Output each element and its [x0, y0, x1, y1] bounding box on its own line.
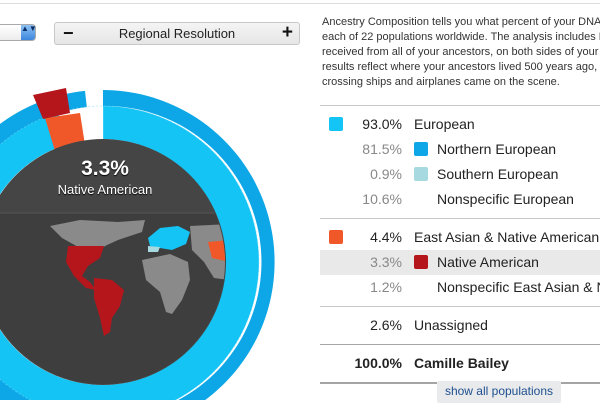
east-asian-swatch-icon [329, 230, 343, 244]
regional-resolution-control: − Regional Resolution + [54, 22, 300, 45]
row-label: East Asian & Native American [414, 229, 600, 245]
table-row-nonspecific-east-asian[interactable]: 1.2% Nonspecific East Asian & N [320, 275, 600, 300]
select-arrows-icon: ▲▼ [21, 25, 37, 40]
row-divider [320, 306, 600, 307]
landmass-africa [142, 254, 190, 314]
row-percent: 2.6% [370, 317, 402, 333]
row-label: Northern European [437, 141, 557, 157]
european-swatch-icon [329, 117, 343, 131]
native-american-swatch-icon [414, 255, 428, 269]
table-row-east-asian-native-american[interactable]: 4.4% East Asian & Native American [320, 225, 600, 250]
row-label: Southern European [437, 166, 559, 182]
regional-resolution-label: Regional Resolution [118, 26, 236, 41]
row-divider [320, 344, 600, 345]
row-divider [320, 218, 600, 219]
increase-resolution-button[interactable]: + [281, 22, 293, 43]
description-line: results reflect where your ancestors liv… [322, 61, 598, 73]
row-divider [320, 105, 600, 106]
total-percent: 100.0% [354, 355, 402, 371]
row-percent: 81.5% [362, 141, 402, 157]
row-percent: 0.9% [370, 166, 402, 182]
table-row-southern-european[interactable]: 0.9% Southern European [320, 162, 600, 187]
segment-native-american[interactable] [33, 88, 70, 119]
top-divider [0, 3, 600, 4]
row-label: Nonspecific East Asian & N [437, 279, 600, 295]
row-label: European [414, 116, 475, 132]
region-native-american-south [94, 278, 124, 336]
region-european [148, 226, 190, 250]
row-percent: 93.0% [362, 116, 402, 132]
ancestry-table: 93.0% European 81.5% Northern European 0… [320, 105, 600, 384]
table-row-native-american[interactable]: 3.3% Native American [320, 250, 600, 275]
description: Ancestry Composition tells you what perc… [322, 15, 600, 90]
description-line: each of 22 populations worldwide. The an… [322, 31, 600, 43]
description-line: crossing ships and airplanes came on the… [322, 76, 560, 88]
view-select[interactable]: ▲▼ [0, 24, 37, 41]
chart-center-label: Native American [57, 182, 153, 197]
table-row-northern-european[interactable]: 81.5% Northern European [320, 137, 600, 162]
table-row-total: 100.0% Camille Bailey [320, 351, 600, 376]
row-label: Unassigned [414, 317, 488, 333]
segment-east-asian-native-american[interactable] [45, 113, 85, 151]
row-label: Native American [437, 254, 539, 270]
row-label: Nonspecific European [437, 191, 574, 207]
southern-european-swatch-icon [414, 167, 428, 181]
decrease-resolution-button[interactable]: − [63, 23, 74, 43]
profile-name: Camille Bailey [414, 355, 509, 371]
ring-northern-european[interactable] [0, 90, 275, 400]
region-southern-european [148, 246, 160, 252]
description-line: received from all of your ancestors, on … [322, 46, 599, 58]
description-line: Ancestry Composition tells you what perc… [322, 16, 600, 28]
table-row-european[interactable]: 93.0% European [320, 112, 600, 137]
northern-european-swatch-icon [414, 142, 428, 156]
row-percent: 4.4% [370, 229, 402, 245]
row-percent: 3.3% [370, 254, 402, 270]
region-native-american-north [66, 246, 104, 290]
show-all-populations-button[interactable]: show all populations [437, 381, 561, 403]
table-row-nonspecific-european[interactable]: 10.6% Nonspecific European [320, 187, 600, 212]
chart-center-percent: 3.3% [81, 157, 129, 180]
table-row-unassigned[interactable]: 2.6% Unassigned [320, 313, 600, 338]
landmass-north-america [50, 220, 145, 252]
row-percent: 10.6% [362, 191, 402, 207]
landmass-asia [190, 224, 225, 280]
ancestry-donut-chart [0, 88, 275, 400]
row-percent: 1.2% [370, 279, 402, 295]
